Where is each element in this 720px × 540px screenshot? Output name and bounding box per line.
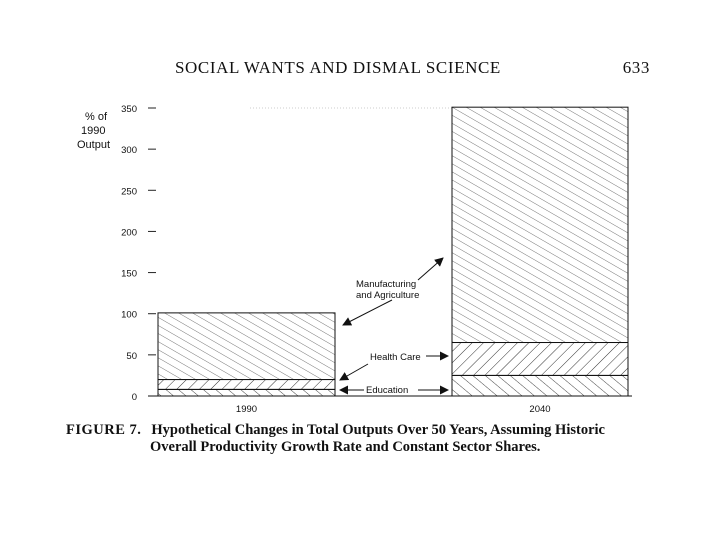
bar-segment	[451, 342, 629, 376]
y-tick-label: 0	[132, 392, 137, 403]
arrow	[342, 299, 393, 326]
figure-label: FIGURE 7.	[66, 422, 142, 438]
arrow	[417, 257, 444, 281]
y-axis-label: % of 1990 Output	[77, 111, 110, 151]
x-axis: 1990 2040	[236, 404, 551, 415]
bar-segment	[451, 106, 629, 344]
figure-chart: % of 1990 Output 0 50 100 150 200 250 300 350 1…	[77, 104, 632, 415]
y-tick-label: 200	[121, 227, 137, 238]
figure-caption: FIGURE 7. Hypothetical Changes in Total O…	[66, 422, 656, 456]
caption-line-1: Hypothetical Changes in Total Outputs Ov…	[151, 422, 605, 438]
bar-segment	[157, 388, 336, 397]
arrow	[339, 363, 369, 381]
y-tick-label: 50	[126, 351, 137, 362]
y-tick-label: 300	[121, 145, 137, 156]
annotation-label-line: and Agriculture	[356, 290, 419, 301]
x-tick-label: 1990	[236, 404, 257, 415]
annotation-label: Education	[366, 385, 408, 396]
x-tick-label: 2040	[529, 404, 550, 415]
caption-line-2: Overall Productivity Growth Rate and Con…	[150, 439, 541, 455]
bar-segment	[451, 374, 629, 397]
y-tick-label: 250	[121, 186, 137, 197]
running-head-title: SOCIAL WANTS AND DISMAL SCIENCE	[175, 58, 501, 77]
page-number: 633	[622, 58, 650, 77]
y-tick-label: 150	[121, 269, 137, 280]
annotation-label: Health Care	[370, 352, 421, 363]
y-tick-label: 350	[121, 104, 137, 115]
annotations: Manufacturing and Agriculture Health Care E…	[339, 257, 449, 396]
y-axis-label-line: Output	[77, 139, 110, 151]
y-tick-label: 100	[121, 310, 137, 321]
y-axis: 0 50 100 150 200 250 300 350	[121, 104, 452, 403]
bars	[148, 106, 632, 397]
bar-segment	[157, 312, 336, 381]
y-axis-label-line: % of	[85, 111, 108, 123]
annotation-label: Manufacturing and Agriculture	[356, 279, 419, 301]
annotation-label-line: Manufacturing	[356, 279, 416, 290]
bar-segment	[157, 379, 336, 390]
y-axis-label-line: 1990	[81, 125, 105, 137]
